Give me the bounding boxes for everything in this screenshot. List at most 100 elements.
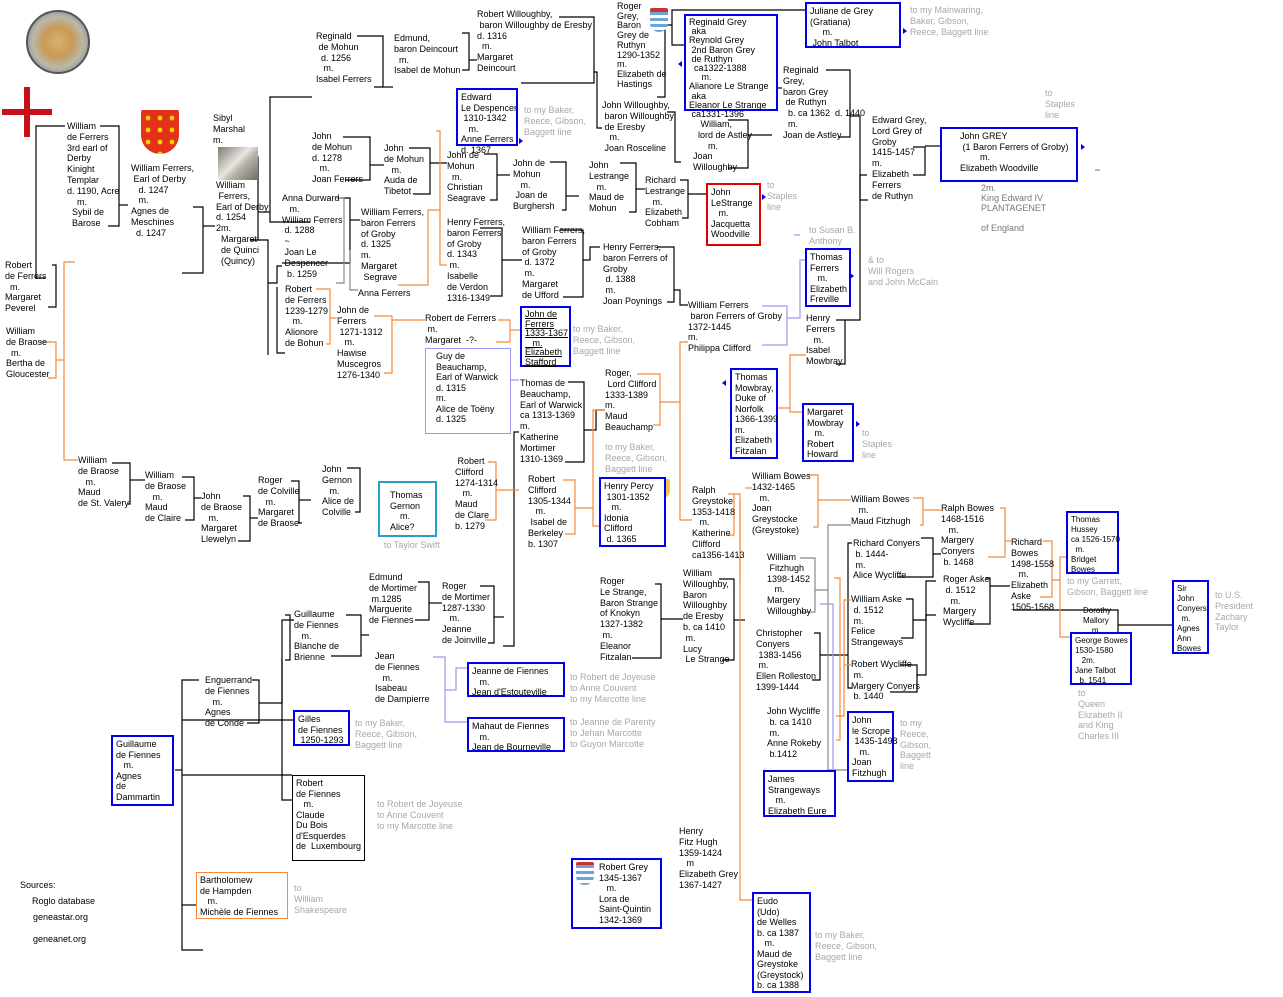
person-bartholomew-hampden: Bartholomew de Hampden m. Michèle de Fie… <box>196 872 288 919</box>
person-henry-fitzhugh: Henry Fitz Hugh 1359-1424 m Elizabeth Gr… <box>679 826 739 890</box>
person-john-wycliffe: John Wycliffe b. ca 1410 m. Anne Rokeby … <box>767 706 822 760</box>
link-baker-line[interactable]: to my Baker, Reece, Gibson, Baggett line <box>524 105 587 137</box>
person-richard-lestrange: Richard Lestrange m. Elizabeth Cobham <box>645 175 686 229</box>
templar-seal-icon <box>26 10 90 74</box>
link-shakespeare[interactable]: to William Shakespeare <box>294 883 348 915</box>
person-reginald-grey-2nd: Reginald Grey aka Reynold Grey 2nd Baron… <box>684 14 778 119</box>
person-guillaume-fiennes-dammartin: Guillaume de Fiennes m. Agnes de Dammart… <box>111 735 174 806</box>
source-geneanet[interactable]: geneanet.org <box>33 934 87 944</box>
link-taylor-swift[interactable]: to Taylor Swift <box>384 540 440 550</box>
grey-shield-icon <box>650 8 668 32</box>
person-roger-clifford: Roger, Lord Clifford 1333-1389 m. Maud B… <box>605 368 657 432</box>
person-edmund-mortimer: Edmund de Mortimer m.1285 Marguerite de … <box>369 572 418 626</box>
nav-arrow-icon[interactable] <box>678 61 682 67</box>
link-baker-line[interactable]: to my Baker, Reece, Gibson, Baggett line <box>815 930 878 962</box>
person-roger-colville: Roger de Colville m. Margaret de Braose <box>258 475 300 529</box>
person-edward-despencer: Edward Le Despencer 1310-1342 m. Anne Fe… <box>456 88 518 155</box>
person-enguerrand-fiennes: Enguerrand de Fiennes m. Agnes de Condé <box>205 675 253 729</box>
person-edmund-deincourt: Edmund, baron Deincourt m. Isabel de Moh… <box>394 33 461 76</box>
person-william-ferrers-3rd: William de Ferrers 3rd earl of Derby Kin… <box>67 121 120 229</box>
person-william-ferrers-1254: William Ferrers, Earl of Derby d. 1254 2… <box>216 180 269 266</box>
person-thomas-gernon: Thomas Gernon m. Alice? <box>378 481 437 537</box>
person-jeanne-fiennes: Jeanne de Fiennes m. Jean d'Estouteville <box>467 662 565 697</box>
person-thomas-ferrers: Thomas Ferrers m. Elizabeth Freville <box>805 248 851 307</box>
person-william-fitzhugh: William Fitzhugh 1398-1452 m. Margery Wi… <box>767 552 812 616</box>
person-robert-willoughby: Robert Willoughby, baron Willoughby de E… <box>477 9 593 73</box>
link-staples-line[interactable]: to Staples line <box>767 180 798 212</box>
link-joyeuse-line[interactable]: to Robert de Joyeuse to Anne Couvent to … <box>570 672 656 704</box>
person-john-mohun-seagrave: John de Mohun m. Christian Seagrave <box>447 150 486 204</box>
person-henry-ferrers-mowbray: Henry Ferrers m. Isabel Mowbray <box>806 313 843 367</box>
person-edward-grey: Edward Grey, Lord Grey of Groby 1415-145… <box>872 115 927 201</box>
person-robert-wycliffe: Robert Wycliffe m. Margery Conyers b. 14… <box>851 659 921 702</box>
source-roglo[interactable]: Roglo database <box>32 896 96 906</box>
nav-arrow-icon[interactable] <box>856 421 860 427</box>
person-robert-ferrers-margaret: Robert de Ferrers m. Margaret -?- <box>425 313 497 345</box>
person-anna-durward: Anna Durward m. William Ferrers d. 1288 … <box>282 193 343 279</box>
person-guy-beauchamp: Guy de Beauchamp, Earl of Warwick d. 131… <box>425 348 511 434</box>
link-baker-line[interactable]: to my Baker, Reece, Gibson, Baggett line <box>605 442 668 474</box>
templar-cross-icon <box>2 87 52 137</box>
person-william-ferrers-1445: William Ferrers baron Ferrers of Groby 1… <box>688 300 783 354</box>
person-edward-iv: 2m. King Edward IV PLANTAGENET of Englan… <box>981 183 1047 233</box>
person-william-astley: William, lord de Astley m. Joan Willough… <box>693 119 753 173</box>
person-john-braose: John de Braose m. Margaret Llewelyn <box>201 491 243 545</box>
source-geneastar[interactable]: geneastar.org <box>33 912 89 922</box>
person-william-ferrers-1372: William Ferrers, baron Ferrers of Groby … <box>522 225 585 300</box>
link-baker-line[interactable]: to my Baker, Reece, Gibson, Baggett line <box>573 324 636 356</box>
person-william-braose-bertha: William de Braose m. Bertha de Glouceste… <box>6 326 50 380</box>
person-william-willoughby-1410: William Willoughby, Baron Willoughby de … <box>683 568 730 665</box>
nav-arrow-icon[interactable] <box>1081 144 1085 150</box>
person-john-lestrange: John Lestrange m. Maud de Mohun <box>589 160 630 214</box>
link-reece-line[interactable]: to my Reece, Gibson, Baggett line <box>900 718 932 772</box>
person-mahaut-fiennes: Mahaut de Fiennes m. Jean de Bourneville <box>467 717 565 752</box>
person-robert-fiennes: Robert de Fiennes m. Claude Du Bois d'Es… <box>292 775 365 861</box>
nav-arrow-icon[interactable] <box>903 28 907 34</box>
person-john-conyers: Sir John Conyers m. Agnes Ann Bowes <box>1172 580 1209 654</box>
person-john-gernon: John Gernon m. Alice de Colville <box>322 464 355 518</box>
person-john-mohun-burghersh: John de Mohun m. Joan de Burghersh <box>513 158 555 212</box>
link-staples-line[interactable]: to Staples line <box>1045 88 1076 120</box>
person-roger-le-strange: Roger Le Strange, Baron Strange of Knoky… <box>600 576 659 662</box>
person-william-braose-valery: William de Braose m. Maud de St. Valery <box>78 455 129 509</box>
person-william-aske: William Aske d. 1512 m. Felice Strangewa… <box>851 594 904 648</box>
person-gilles-fiennes: Gilles de Fiennes 1250-1293 <box>293 710 350 746</box>
link-joyeuse-line[interactable]: to Robert de Joyeuse to Anne Couvent to … <box>377 799 463 831</box>
link-staples-line[interactable]: to Staples line <box>862 428 893 460</box>
person-dorothy-mallory: Dorothy Mallory m. <box>1083 606 1112 635</box>
sources-label: Sources: <box>20 880 56 890</box>
person-henry-percy: Henry Percy 1301-1352 m. Idonia Clifford… <box>599 477 666 547</box>
person-john-ferrers-stafford[interactable]: John de Ferrers 1333-1367 m. Elizabeth S… <box>520 306 571 367</box>
nav-arrow-icon[interactable] <box>762 194 766 200</box>
person-thomas-beauchamp: Thomas de Beauchamp, Earl of Warwick ca … <box>520 378 583 464</box>
ferrers-shield-icon <box>141 110 179 154</box>
grey-shield-icon <box>576 862 594 885</box>
link-mainwaring-line[interactable]: to my Mainwaring, Baker, Gibson, Reece, … <box>910 5 989 37</box>
link-parenty-line[interactable]: to Jeanne de Parenty to Jehan Marcotte t… <box>570 717 656 749</box>
person-jean-fiennes: Jean de Fiennes m. Isabeau de Dampierre <box>375 651 430 705</box>
person-christopher-conyers: Christopher Conyers 1383-1456 m. Ellen R… <box>756 628 817 692</box>
nav-arrow-icon[interactable] <box>850 273 854 279</box>
person-richard-conyers: Richard Conyers b. 1444- m. Alice Wyclif… <box>853 538 921 581</box>
person-henry-ferrers-1388: Henry Ferrers, baron Ferrers of Groby d.… <box>603 242 668 306</box>
link-zachary-taylor[interactable]: to U.S. President Zachary Taylor <box>1215 590 1254 633</box>
person-john-grey: John GREY (1 Baron Ferrers of Groby) m. … <box>940 127 1078 182</box>
person-william-bowes-1465: William Bowes 1432-1465 m. Joan Greystoc… <box>752 471 811 535</box>
nav-arrow-icon[interactable] <box>519 138 523 144</box>
link-queen-elizabeth[interactable]: to Queen Elizabeth II and King Charles I… <box>1078 688 1123 742</box>
link-garrett-line[interactable]: to my Garrett, Gibson, Baggett line <box>1067 576 1149 597</box>
nav-arrow-icon[interactable] <box>722 380 726 386</box>
link-will-rogers[interactable]: & to Will Rogers and John McCain <box>868 255 939 287</box>
person-henry-ferrers-1343: Henry Ferrers, baron Ferrers of Groby d.… <box>447 217 506 303</box>
person-william-bowes-fitzhugh: William Bowes m. Maud Fitzhugh <box>851 494 911 526</box>
person-margaret-mowbray: Margaret Mowbray m. Robert Howard <box>802 403 854 462</box>
link-susan-anthony[interactable]: to Susan B. Anthony <box>809 225 856 246</box>
person-thomas-mowbray: Thomas Mowbray, Duke of Norfolk 1366-139… <box>730 368 778 459</box>
person-richard-bowes: Richard Bowes 1498-1558 m. Elizabeth Ask… <box>1011 537 1055 612</box>
person-john-ferrers-1312: John de Ferrers 1271-1312 m. Hawise Musc… <box>337 305 383 380</box>
link-baker-line[interactable]: to my Baker, Reece, Gibson, Baggett line <box>355 718 418 750</box>
person-guillaume-fiennes-blanche: Guillaume de Fiennes m. Blanche de Brien… <box>294 609 340 663</box>
person-robert-clifford-1344: Robert Clifford 1305-1344 m. Isabel de B… <box>528 474 572 549</box>
person-juliane-grey: Juliane de Grey (Gratiana) m. John Talbo… <box>805 2 901 48</box>
person-john-mohun-1278: John de Mohun d. 1278 m. Joan Ferrers <box>312 131 364 185</box>
